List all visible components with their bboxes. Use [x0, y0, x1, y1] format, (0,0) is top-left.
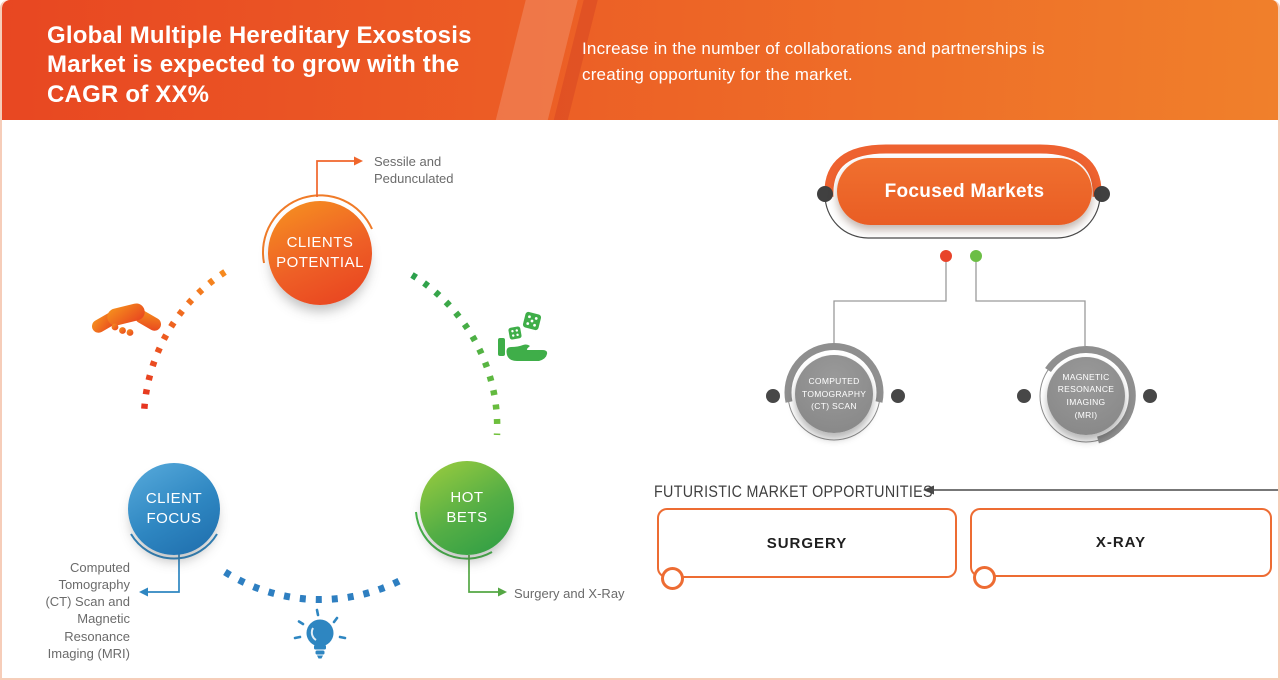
arc-orange-dotted: [140, 269, 227, 416]
node-client-focus: CLIENT FOCUS: [128, 463, 220, 555]
connector-clients-potential: [316, 160, 354, 197]
gnode-left-dot-l: [766, 389, 780, 403]
node-ct-scan-label: COMPUTED TOMOGRAPHY (CT) SCAN: [802, 375, 867, 412]
page-title: Global Multiple Hereditary Exostosis Mar…: [47, 22, 472, 108]
opportunity-surgery-label: SURGERY: [766, 534, 848, 552]
arc-green-dotted: [410, 272, 501, 436]
pill-side-dot-right: [1094, 186, 1110, 202]
opportunity-xray-label: X-RAY: [1095, 534, 1147, 551]
focused-markets-label: Focused Markets: [884, 180, 1045, 202]
arc-blue-dotted: [223, 569, 407, 604]
opportunity-box-xray: X-RAY: [970, 508, 1272, 577]
node-ct-scan: COMPUTED TOMOGRAPHY (CT) SCAN: [795, 355, 873, 433]
node-hot-bets: HOT BETS: [420, 461, 514, 555]
accent-arc-orange: [262, 194, 373, 264]
opportunity-box-surgery: SURGERY: [657, 508, 957, 578]
gnode-right-dot-l: [1017, 389, 1031, 403]
branch-line-left: [833, 262, 947, 346]
note-surgery-xray: Surgery and X-Ray: [514, 586, 625, 601]
gnode-left-arc: [784, 343, 884, 403]
accent-arc-green: [415, 511, 493, 560]
note-ct-mri: Computed Tomography (CT) Scan and Magnet…: [45, 560, 130, 661]
note-sessile-pedunculated: Sessile and Pedunculated: [374, 154, 454, 187]
node-hot-bets-label: HOT BETS: [446, 488, 488, 526]
node-clients-potential-label: CLIENTS POTENTIAL: [276, 233, 364, 271]
opportunities-arrowhead: [923, 485, 934, 495]
gnode-left-dot-r: [891, 389, 905, 403]
focused-markets-pill: Focused Markets: [837, 158, 1092, 225]
opportunities-heading: FUTURISTIC MARKET OPPORTUNITIES: [654, 482, 933, 501]
node-mri: MAGNETIC RESONANCE IMAGING (MRI): [1047, 357, 1125, 435]
arrowhead-hot-bets: [498, 587, 507, 597]
branch-dot-green: [970, 250, 982, 262]
arrowhead-client-focus: [139, 587, 148, 597]
node-client-focus-label: CLIENT FOCUS: [145, 489, 203, 527]
branch-line-right: [975, 262, 1086, 346]
banner-subtitle: Increase in the number of collaborations…: [582, 39, 1045, 85]
branch-dot-red: [940, 250, 952, 262]
lightbulb-icon: [293, 608, 347, 659]
pill-top-arc: [824, 144, 1102, 198]
node-clients-potential: CLIENTS POTENTIAL: [268, 201, 372, 305]
opportunity-surgery-ring-icon: [661, 567, 684, 590]
pill-side-dot-left: [817, 186, 833, 202]
connector-client-focus: [148, 553, 180, 593]
gnode-right-arc: [1045, 346, 1136, 444]
gnode-right-dot-r: [1143, 389, 1157, 403]
handshake-icon: [92, 303, 161, 336]
arrowhead-clients-potential: [354, 156, 363, 166]
header-banner: Global Multiple Hereditary Exostosis Mar…: [2, 0, 1278, 120]
dice-in-hand-icon: [498, 311, 548, 361]
opportunity-xray-ring-icon: [973, 566, 996, 589]
node-mri-label: MAGNETIC RESONANCE IMAGING (MRI): [1057, 371, 1115, 420]
accent-arc-blue: [130, 533, 218, 560]
connector-hot-bets: [468, 555, 498, 593]
